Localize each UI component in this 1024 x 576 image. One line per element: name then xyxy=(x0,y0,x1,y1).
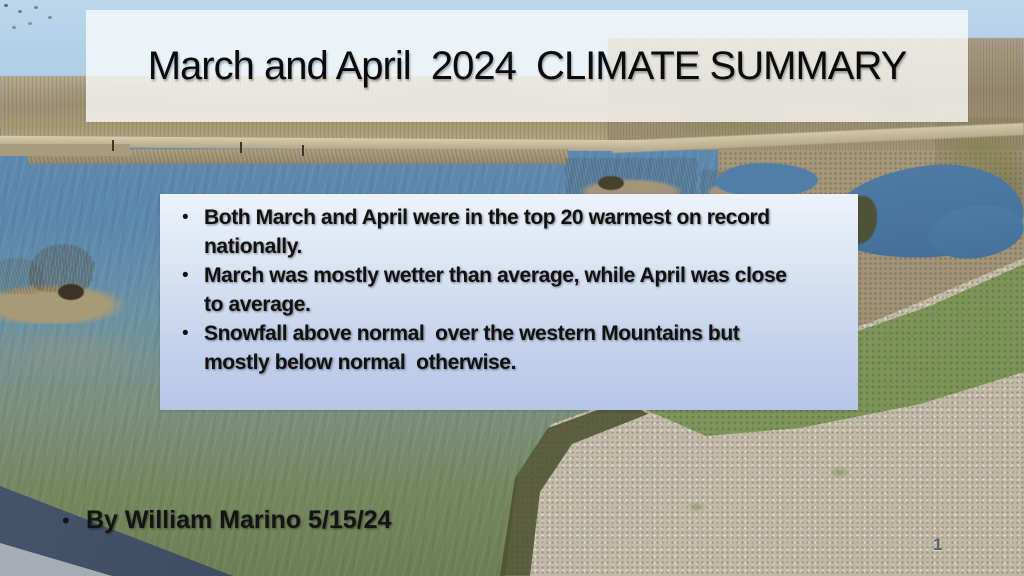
shrub-island-dark xyxy=(598,176,624,190)
bullet-text: Both March and April were in the top 20 … xyxy=(204,206,770,258)
post xyxy=(240,142,242,153)
bullet-marker: • xyxy=(182,265,189,286)
summary-text-box: • Both March and April were in the top 2… xyxy=(160,194,858,410)
shrub-island xyxy=(565,158,697,198)
slide-number: 1 xyxy=(933,535,943,554)
bullet-marker: • xyxy=(182,323,189,344)
post xyxy=(112,140,114,151)
water-inlet xyxy=(716,163,818,197)
island-shrub-dark xyxy=(58,284,84,300)
bullet-item: • Both March and April were in the top 2… xyxy=(174,203,852,261)
bullet-item: • March was mostly wetter than average, … xyxy=(174,261,852,319)
sandbar-strip xyxy=(0,144,130,156)
byline-text: By William Marino 5/15/24 xyxy=(86,506,392,534)
bullet-marker: • xyxy=(182,207,189,228)
sandbar-strip xyxy=(28,149,568,164)
birds xyxy=(4,4,8,7)
bullet-marker: • xyxy=(62,508,70,533)
bullet-item: • Snowfall above normal over the western… xyxy=(174,319,852,377)
title-banner: March and April 2024 CLIMATE SUMMARY xyxy=(86,10,968,122)
post xyxy=(302,145,304,156)
island-reflection xyxy=(0,326,160,396)
slide-title: March and April 2024 CLIMATE SUMMARY xyxy=(147,43,908,88)
bullet-text: Snowfall above normal over the western M… xyxy=(204,322,740,374)
byline: • By William Marino 5/15/24 xyxy=(62,504,391,537)
bullet-text: March was mostly wetter than average, wh… xyxy=(204,264,787,316)
